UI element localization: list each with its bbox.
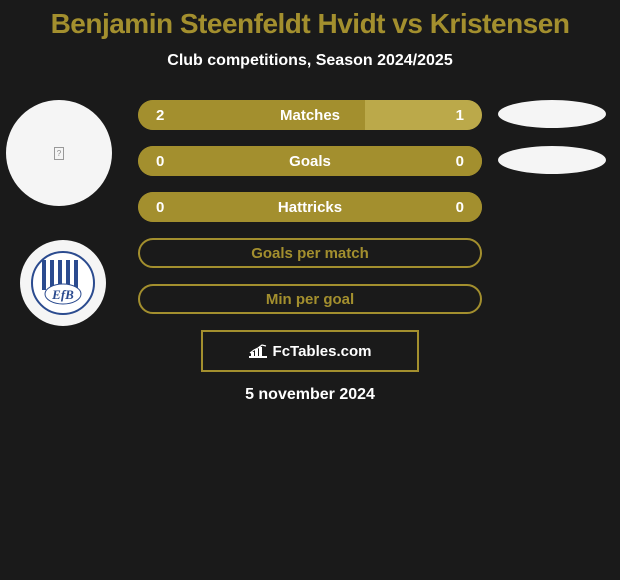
- subtitle: Club competitions, Season 2024/2025: [0, 52, 620, 70]
- stat-fill-right: [365, 100, 482, 130]
- brand-label: FcTables.com: [273, 343, 372, 360]
- stat-row-hattricks: 0 Hattricks 0: [138, 192, 482, 222]
- player-left-avatar: ?: [6, 100, 112, 206]
- chart-icon: [249, 344, 267, 358]
- page-title: Benjamin Steenfeldt Hvidt vs Kristensen: [0, 8, 620, 40]
- player-left-club-logo: EfB: [20, 240, 106, 326]
- stat-left-value: 0: [156, 153, 164, 170]
- svg-text:EfB: EfB: [51, 287, 74, 302]
- stat-label: Hattricks: [278, 199, 342, 216]
- stat-right-value: 0: [456, 199, 464, 216]
- date-label: 5 november 2024: [0, 386, 620, 404]
- player-right-column: [498, 100, 606, 192]
- stat-right-value: 0: [456, 153, 464, 170]
- stat-label: Goals per match: [251, 245, 369, 262]
- stat-row-min-per-goal: Min per goal: [138, 284, 482, 314]
- stat-left-value: 0: [156, 199, 164, 216]
- comparison-card: Benjamin Steenfeldt Hvidt vs Kristensen …: [0, 0, 620, 404]
- player-right-avatar: [498, 100, 606, 128]
- stats-section: ? EfB 2Matches10Goals00Hattricks0Goals: [0, 100, 620, 314]
- stat-label: Min per goal: [266, 291, 354, 308]
- stat-right-value: 1: [456, 107, 464, 124]
- stat-row-matches: 2 Matches 1: [138, 100, 482, 130]
- player-left-column: ? EfB: [6, 100, 112, 326]
- player-right-club-logo: [498, 146, 606, 174]
- stat-label: Matches: [280, 107, 340, 124]
- placeholder-icon: ?: [54, 147, 64, 160]
- stat-row-goals-per-match: Goals per match: [138, 238, 482, 268]
- stat-label: Goals: [289, 153, 331, 170]
- brand-box[interactable]: FcTables.com: [201, 330, 419, 372]
- stat-left-value: 2: [156, 107, 164, 124]
- club-badge-icon: EfB: [30, 250, 96, 316]
- stat-row-goals: 0 Goals 0: [138, 146, 482, 176]
